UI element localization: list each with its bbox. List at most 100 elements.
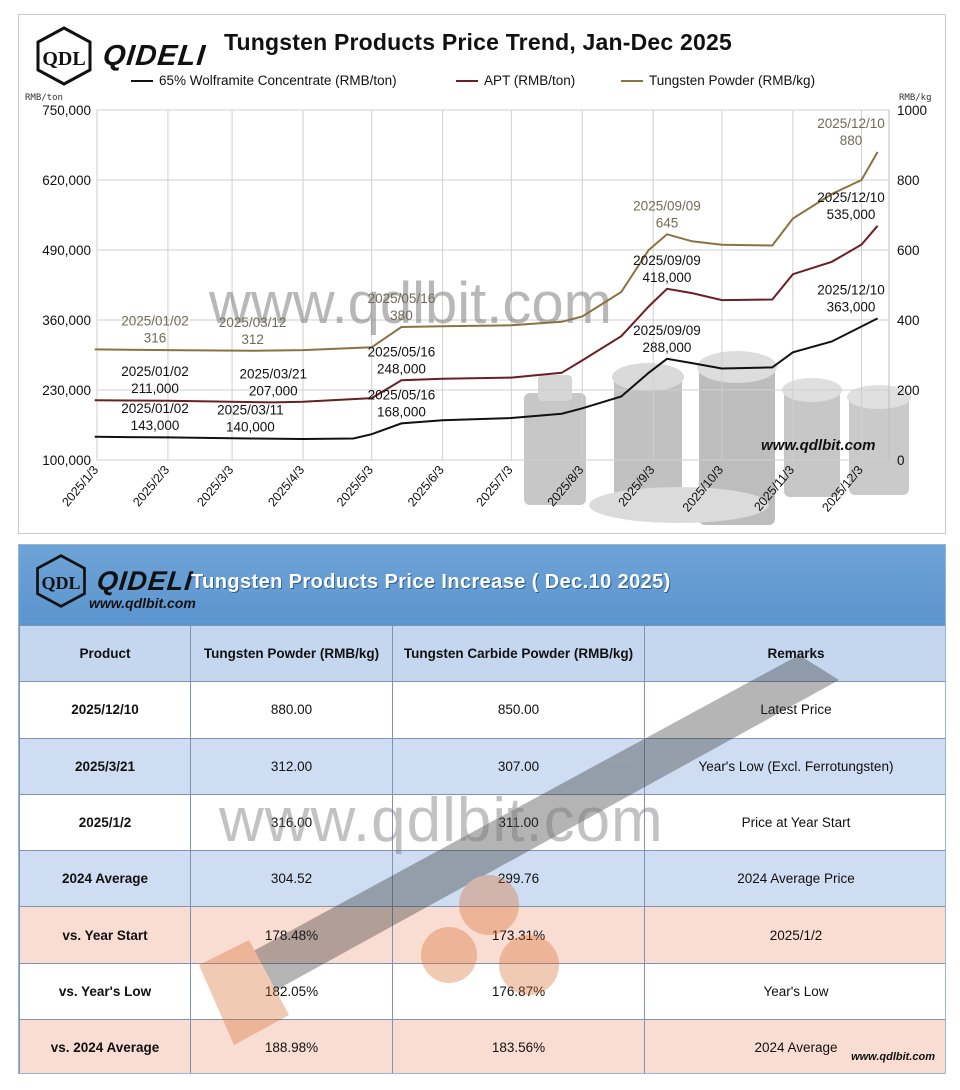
row-header-cell: 2024 Average [19,850,191,908]
annotation-value: 248,000 [377,361,426,376]
table-cell: 2024 Average [644,1019,945,1073]
annotation-date: 2025/09/09 [633,253,701,268]
y-tick-label: 490,000 [42,243,91,258]
row-header-cell: vs. Year's Low [19,962,191,1021]
grid-lines [96,109,890,461]
table-brand-logo: QDL QIDELI [33,553,195,609]
x-tick-label: 2025/7/3 [474,463,516,509]
annotation-date: 2025/01/02 [121,313,189,328]
brand-url: www.qdlbit.com [89,595,196,611]
series-lines [94,151,879,441]
y-tick-label: 100,000 [42,453,91,468]
annotation-value: 645 [656,215,679,230]
annotation-date: 2025/09/09 [633,323,701,338]
table-cell: Year's Low [644,962,945,1021]
annotation-value: 312 [241,332,264,347]
legend-swatch [131,79,153,82]
brand-name: QIDELI [95,565,195,596]
x-tick-label: 2025/4/3 [265,463,307,509]
x-tick-label: 2025/3/3 [194,463,236,509]
annotation-date: 2025/03/12 [219,315,287,330]
svg-text:QDL: QDL [41,573,80,593]
annotation-date: 2025/01/02 [121,364,189,379]
legend-item-tungsten-powder: Tungsten Powder (RMB/kg) [621,73,815,88]
column-header: Remarks [644,624,945,683]
table-row: 2025/1/2 316.00 311.00 Price at Year Start [19,793,945,852]
chart-corner-url: www.qdlbit.com [761,437,875,454]
table-cell: 307.00 [392,737,645,795]
table-cell: 176.87% [392,962,645,1021]
table-header-band: QDL QIDELI www.qdlbit.com Tungsten Produ… [19,545,945,625]
annotation-date: 2025/03/11 [217,402,284,417]
chart-title: Tungsten Products Price Trend, Jan-Dec 2… [224,29,732,55]
brand-name: QIDELI [101,39,208,72]
series-line [94,151,879,352]
legend-item-apt: APT (RMB/ton) [456,73,575,88]
y2-tick-label: 800 [897,173,920,188]
annotation-value: 363,000 [827,299,876,314]
annotation-date: 2025/05/16 [368,387,436,402]
annotation-date: 2025/09/09 [633,198,701,213]
legend-label: APT (RMB/ton) [484,73,576,88]
table-cell: 183.56% [392,1019,645,1073]
y2-tick-label: 400 [897,313,920,328]
annotation-date: 2025/12/10 [817,190,885,205]
qideli-logo-icon: QDL [36,26,92,86]
annotation-value: 288,000 [643,340,692,355]
y2-tick-label: 1000 [897,103,927,118]
y2-tick-label: 600 [897,243,920,258]
row-header-cell: 2025/1/2 [19,793,191,852]
column-header: Tungsten Powder (RMB/kg) [190,624,393,683]
table-title: Tungsten Products Price Increase ( Dec.1… [191,571,671,593]
qideli-logo-icon: QDL [36,554,86,608]
row-header-cell: 2025/3/21 [19,737,191,795]
table-corner-url: www.qdlbit.com [851,1051,935,1063]
chart-watermark: www.qdlbit.com [208,271,612,336]
table-cell: 850.00 [392,681,645,739]
chart-legend: 65% Wolframite Concentrate (RMB/ton) APT… [131,73,891,91]
y2-tick-label: 200 [897,383,920,398]
annotation-value: 316 [144,330,167,345]
table-cell: 312.00 [190,737,393,795]
x-tick-label: 2025/5/3 [334,463,376,509]
x-tick-label: 2025/2/3 [130,463,172,509]
annotation-value: 380 [390,308,413,323]
chart-panel: 100,000 230,000 360,000 490,000 620,000 750,0… [18,14,946,534]
brand-logo: QDL QIDELI [33,25,208,87]
table-cell: 2025/1/2 [644,906,945,964]
table-cell: 182.05% [190,962,393,1021]
annotation-value: 207,000 [249,383,298,398]
annotation-date: 2025/03/21 [239,366,307,381]
right-axis-unit: RMB/kg [899,93,932,103]
annotation-date: 2025/05/16 [368,344,436,359]
table-row: 2025/12/10 880.00 850.00 Latest Price [19,681,945,739]
table-cell: 311.00 [392,793,645,852]
row-header-cell: vs. Year Start [19,906,191,964]
column-header: Tungsten Carbide Powder (RMB/kg) [392,624,645,683]
data-annotations: 2025/01/02 143,000 2025/03/11 140,000 2025/0… [121,116,885,434]
table-cell: 316.00 [190,793,393,852]
price-trend-chart: 100,000 230,000 360,000 490,000 620,000 750,0… [42,103,927,525]
legend-label: 65% Wolframite Concentrate (RMB/ton) [159,73,397,88]
table-cell: 2024 Average Price [644,850,945,908]
table-cell: 173.31% [392,906,645,964]
x-tick-label: 2025/1/3 [59,463,101,509]
table-row: vs. Year Start 178.48% 173.31% 2025/1/2 [19,906,945,964]
column-header: Product [19,624,191,683]
annotation-date: 2025/12/10 [817,282,885,297]
table-row: 2025/3/21 312.00 307.00 Year's Low (Excl. F… [19,737,945,795]
table-cell: 299.76 [392,850,645,908]
table-cell: Year's Low (Excl. Ferrotungsten) [644,737,945,795]
annotation-value: 140,000 [226,419,275,434]
legend-label: Tungsten Powder (RMB/kg) [649,73,816,88]
y2-tick-label: 0 [897,453,905,468]
left-axis-unit: RMB/ton [25,93,63,103]
row-header-cell: 2025/12/10 [19,681,191,739]
legend-swatch [456,79,478,82]
x-tick-label: 2025/6/3 [405,463,447,509]
legend-item-wolframite: 65% Wolframite Concentrate (RMB/ton) [131,73,397,88]
table-cell: 188.98% [190,1019,393,1073]
table-cell: 304.52 [190,850,393,908]
annotation-value: 880 [840,133,863,148]
y-tick-label: 750,000 [42,103,91,118]
